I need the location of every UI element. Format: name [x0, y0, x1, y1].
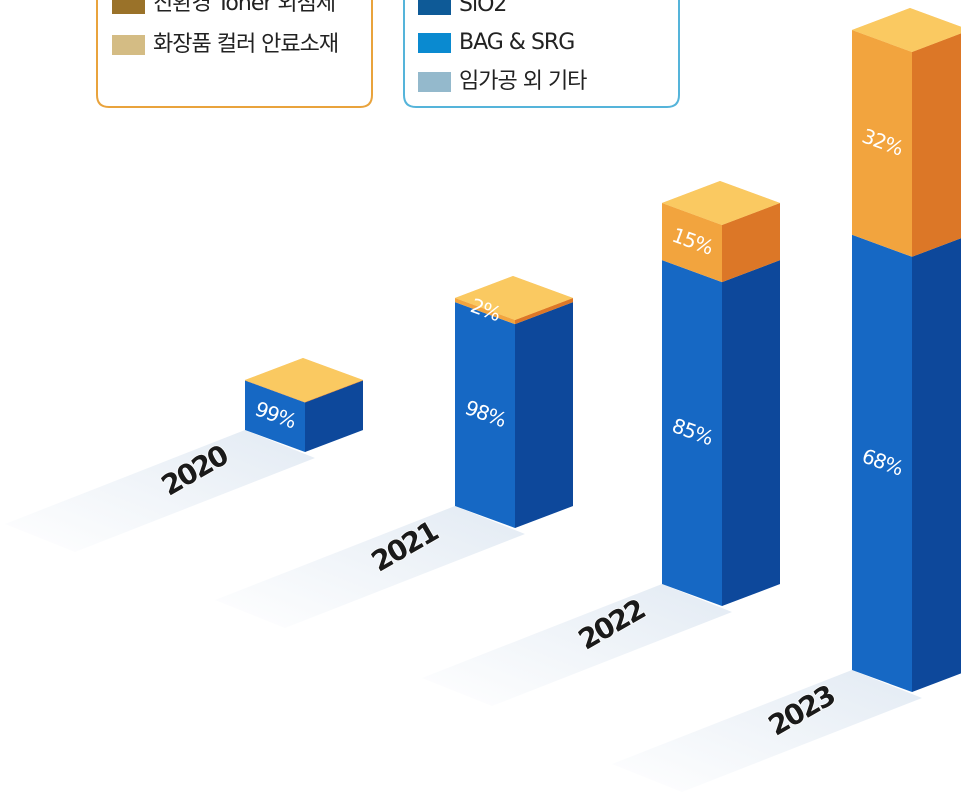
legend-swatch — [112, 35, 145, 55]
legend-label: 임가공 외 기타 — [459, 69, 587, 94]
legend-swatch — [418, 33, 451, 53]
bar-top-highlight — [455, 276, 573, 320]
bar-left-face — [455, 298, 515, 325]
bar-segment — [245, 380, 363, 452]
bar-segment — [662, 260, 780, 606]
legend-label: 친환경 Toner 외첨제 — [153, 0, 335, 16]
bar-left-face — [662, 260, 722, 606]
floor-strip — [422, 584, 732, 706]
bar-right-shade — [912, 238, 961, 692]
bar-right-shade — [722, 203, 780, 283]
bar-top-highlight — [852, 8, 961, 52]
floor-strip — [5, 430, 315, 552]
bar-left-face — [662, 203, 722, 283]
bar-left-face — [852, 30, 912, 257]
bar-right-face — [515, 302, 573, 528]
bar-right-face — [515, 298, 573, 325]
bar-segment — [455, 302, 573, 528]
floor-strip — [215, 506, 525, 628]
bar-segment — [662, 181, 780, 283]
bar-right-face — [305, 380, 363, 403]
bar-left-face — [455, 302, 515, 528]
bar-right-shade — [722, 260, 780, 606]
bar-right-shade — [912, 33, 961, 257]
floor-strip — [612, 670, 922, 792]
legend-label: SiO2 — [459, 0, 506, 17]
bar-top-highlight — [662, 181, 780, 225]
bar-left-face — [245, 380, 305, 403]
bar-segment — [455, 276, 573, 325]
legend-swatch — [418, 0, 451, 15]
bars: 99% 98%2%85%15%68%32% — [245, 8, 961, 693]
bar-right-face — [722, 203, 780, 283]
legend-label: 화장품 컬러 안료소재 — [153, 32, 338, 57]
bar-right-shade — [305, 380, 363, 403]
bar-segment — [852, 8, 961, 257]
legend-box — [403, 0, 680, 108]
bar-segment — [852, 234, 961, 693]
bar-left-face — [245, 380, 305, 452]
bar-right-shade — [305, 380, 363, 452]
legend-swatch — [418, 72, 451, 92]
bar-segment — [245, 358, 363, 403]
bar-right-face — [305, 380, 363, 452]
bar-right-face — [722, 260, 780, 606]
bar-right-face — [912, 33, 961, 257]
legend-label: BAG & SRG — [459, 30, 574, 55]
bar-right-shade — [515, 302, 573, 528]
bar-left-face — [852, 234, 912, 693]
bar-top-highlight — [245, 358, 363, 402]
legend-box — [96, 0, 373, 108]
legend-swatch — [112, 0, 145, 14]
bar-right-face — [912, 238, 961, 692]
bar-right-shade — [515, 298, 573, 325]
